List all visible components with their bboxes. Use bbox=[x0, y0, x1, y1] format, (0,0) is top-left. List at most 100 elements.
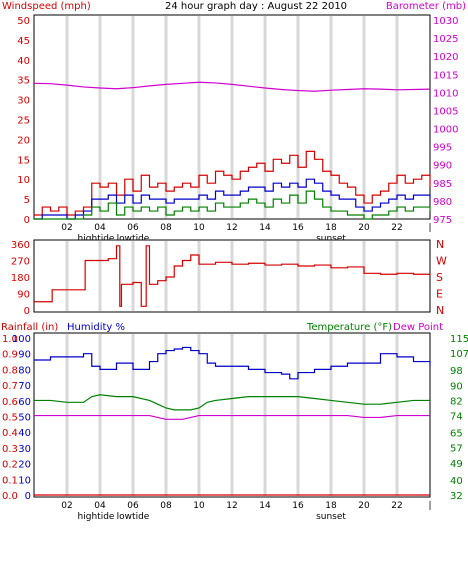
wind-panel-event-lowtide: lowtide bbox=[117, 234, 150, 244]
climate-panel-event-hightide: hightide bbox=[78, 512, 115, 522]
direction-letter: N bbox=[436, 238, 444, 251]
climate-panel-hour-tick: 20 bbox=[358, 501, 370, 511]
temperature-tick: 32 bbox=[450, 491, 463, 502]
rainfall-tick: 0.7 bbox=[2, 381, 18, 392]
climate-panel-event-sunset: sunset bbox=[316, 512, 346, 522]
rainfall-tick: 0.3 bbox=[2, 444, 18, 455]
temperature-tick: 40 bbox=[450, 476, 463, 487]
wind-panel-hour-tick: 04 bbox=[94, 223, 106, 233]
wind-panel-event-hightide: hightide bbox=[78, 234, 115, 244]
wind-panel-hour-tick: 12 bbox=[226, 223, 237, 233]
temperature-tick: 90 bbox=[450, 381, 463, 392]
barometer-tick: 1000 bbox=[433, 125, 458, 136]
wind-panel-hour-tick: 02 bbox=[61, 223, 72, 233]
climate-panel-hour-tick: 16 bbox=[292, 501, 304, 511]
series-gust bbox=[34, 150, 431, 216]
chart-panels: 0510152025303540455097598098599099510001… bbox=[2, 14, 468, 522]
rainfall-tick: 0.1 bbox=[2, 475, 18, 486]
barometer-tick: 995 bbox=[433, 143, 452, 154]
windspeed-tick: 25 bbox=[17, 116, 30, 127]
barometer-tick: 1015 bbox=[433, 70, 458, 81]
windspeed-tick: 30 bbox=[17, 96, 30, 107]
humidity-tick: 60 bbox=[18, 397, 31, 408]
climate-panel-hour-tick: 18 bbox=[325, 501, 337, 511]
humidity-tick: 90 bbox=[18, 350, 31, 361]
windspeed-axis-label: Windspeed (mph) bbox=[2, 1, 91, 12]
series-dewpoint bbox=[34, 414, 430, 420]
barometer-tick: 985 bbox=[433, 179, 452, 190]
dewpoint-axis-label: Dew Point bbox=[393, 322, 443, 333]
windspeed-tick: 45 bbox=[17, 36, 30, 47]
wind-panel-hour-tick: 22 bbox=[391, 223, 402, 233]
rainfall-tick: 0.8 bbox=[2, 365, 18, 376]
direction-tick: 90 bbox=[17, 290, 30, 301]
wind-panel-hour-tick: 08 bbox=[160, 223, 172, 233]
humidity-tick: 100 bbox=[12, 334, 31, 345]
wind-panel-event-sunset: sunset bbox=[316, 234, 346, 244]
direction-letter: N bbox=[436, 304, 444, 317]
series-temperature bbox=[34, 394, 430, 411]
windspeed-tick: 50 bbox=[17, 16, 30, 27]
windspeed-tick: 35 bbox=[17, 76, 30, 87]
rainfall-tick: 0.9 bbox=[2, 350, 18, 361]
rainfall-tick: 0.6 bbox=[2, 397, 18, 408]
rainfall-tick: 0.4 bbox=[2, 428, 18, 439]
series-low bbox=[34, 190, 431, 220]
rainfall-tick: 0.5 bbox=[2, 413, 18, 424]
barometer-tick: 1005 bbox=[433, 106, 458, 117]
rainfall-axis-label: Rainfall (in) bbox=[1, 322, 58, 333]
barometer-tick: 1025 bbox=[433, 34, 458, 45]
rainfall-tick: 1.0 bbox=[2, 334, 18, 345]
temperature-tick: 115 bbox=[450, 334, 468, 345]
temperature-tick: 65 bbox=[450, 429, 463, 440]
climate-panel-hour-tick: 02 bbox=[61, 501, 72, 511]
barometer-tick: 1030 bbox=[433, 16, 458, 27]
wind-panel-hour-tick: 14 bbox=[259, 223, 271, 233]
humidity-tick: 0 bbox=[25, 491, 31, 502]
climate-panel-hour-tick: 22 bbox=[391, 501, 402, 511]
rainfall-tick: 0.2 bbox=[2, 460, 18, 471]
humidity-tick: 10 bbox=[18, 475, 31, 486]
humidity-axis-label: Humidity % bbox=[67, 322, 125, 333]
climate-panel-hour-tick: 04 bbox=[94, 501, 106, 511]
windspeed-tick: 5 bbox=[24, 195, 30, 206]
humidity-tick: 70 bbox=[18, 381, 31, 392]
wind-panel-hour-tick: 10 bbox=[193, 223, 205, 233]
climate-panel-hour-tick: 10 bbox=[193, 501, 205, 511]
barometer-axis-label: Barometer (mb) bbox=[386, 1, 466, 12]
temperature-tick: 49 bbox=[450, 459, 463, 470]
humidity-tick: 40 bbox=[18, 428, 31, 439]
direction-tick: 360 bbox=[11, 240, 30, 251]
direction-letter: W bbox=[436, 255, 447, 268]
temperature-tick: 98 bbox=[450, 366, 463, 377]
climate-panel-event-lowtide: lowtide bbox=[117, 512, 150, 522]
temperature-tick: 107 bbox=[450, 349, 468, 360]
climate-panel-hour-tick: 12 bbox=[226, 501, 237, 511]
barometer-tick: 980 bbox=[433, 197, 452, 208]
humidity-tick: 80 bbox=[18, 365, 31, 376]
climate-panel-hour-tick: 08 bbox=[160, 501, 172, 511]
windspeed-tick: 40 bbox=[17, 56, 30, 67]
wind-panel-hour-tick: | bbox=[428, 223, 431, 233]
direction-tick: 270 bbox=[11, 257, 30, 268]
direction-letter: S bbox=[436, 271, 443, 284]
humidity-tick: 20 bbox=[18, 460, 31, 471]
climate-panel-hour-tick: | bbox=[428, 501, 431, 511]
windspeed-tick: 10 bbox=[17, 175, 30, 186]
barometer-tick: 1010 bbox=[433, 88, 458, 99]
series-humidity bbox=[34, 346, 431, 380]
barometer-tick: 990 bbox=[433, 161, 452, 172]
direction-letter: E bbox=[436, 288, 443, 301]
series-average bbox=[34, 178, 431, 220]
rainfall-tick: 0.0 bbox=[2, 491, 18, 502]
temperature-axis-label: Temperature (°F) bbox=[306, 322, 392, 333]
chart-title: 24 hour graph day : August 22 2010 bbox=[165, 1, 347, 12]
humidity-tick: 50 bbox=[18, 413, 31, 424]
series-direction bbox=[34, 245, 431, 307]
wind-panel-hour-tick: 18 bbox=[325, 223, 337, 233]
windspeed-tick: 0 bbox=[24, 215, 30, 226]
barometer-tick: 1020 bbox=[433, 52, 458, 63]
barometer-tick: 975 bbox=[433, 215, 452, 226]
wind-panel-hour-tick: 06 bbox=[127, 223, 139, 233]
